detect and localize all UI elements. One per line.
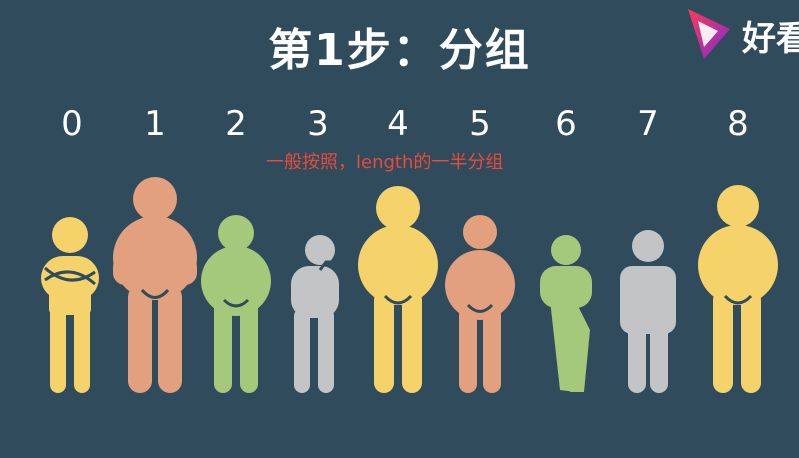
- index-label: 6: [555, 104, 577, 144]
- index-label: 4: [387, 104, 409, 144]
- person-icon: [113, 177, 197, 393]
- person-icon: [540, 235, 592, 392]
- slide-title: 第1步：分组: [268, 25, 531, 76]
- annotation-note: 一般按照，length的一半分组: [266, 152, 504, 173]
- person-icon: [620, 230, 676, 393]
- index-label: 8: [727, 104, 749, 144]
- person-icon: [698, 185, 778, 393]
- brand-logo: 好看: [684, 5, 799, 65]
- index-label: 7: [637, 104, 659, 144]
- index-label: 0: [61, 104, 83, 144]
- index-label: 3: [307, 104, 329, 144]
- index-label: 2: [225, 104, 247, 144]
- person-icon: [291, 235, 339, 393]
- index-label: 1: [144, 104, 166, 144]
- logo-text: 好看: [742, 18, 799, 59]
- person-icon: [201, 215, 271, 393]
- person-icon: [445, 215, 515, 393]
- index-label: 5: [469, 104, 491, 144]
- person-icon: [358, 186, 438, 393]
- play-icon: [688, 9, 730, 59]
- person-icon: [41, 217, 99, 393]
